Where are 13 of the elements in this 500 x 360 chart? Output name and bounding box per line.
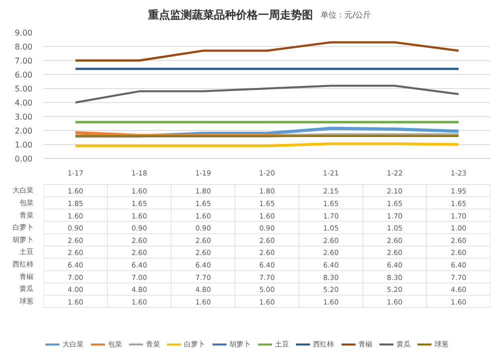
y-tick-label: 1.00 (14, 140, 32, 150)
y-tick-label: 4.00 (14, 98, 32, 108)
y-tick-label: 9.00 (14, 28, 32, 38)
chart-title: 重点监测蔬菜品种价格一周走势图 (147, 8, 313, 22)
y-tick-label: 8.00 (14, 42, 32, 52)
line-series (74, 84, 460, 104)
y-tick-label: 6.00 (14, 70, 32, 80)
text: 单位：元/公斤 (320, 10, 372, 20)
y-tick-label: 5.00 (14, 84, 32, 94)
y-tick-label: 3.00 (14, 112, 32, 122)
y-tick-label: 7.00 (14, 56, 32, 66)
y-tick-label: 0.00 (14, 154, 32, 164)
y-tick-label: 2.00 (14, 126, 32, 136)
